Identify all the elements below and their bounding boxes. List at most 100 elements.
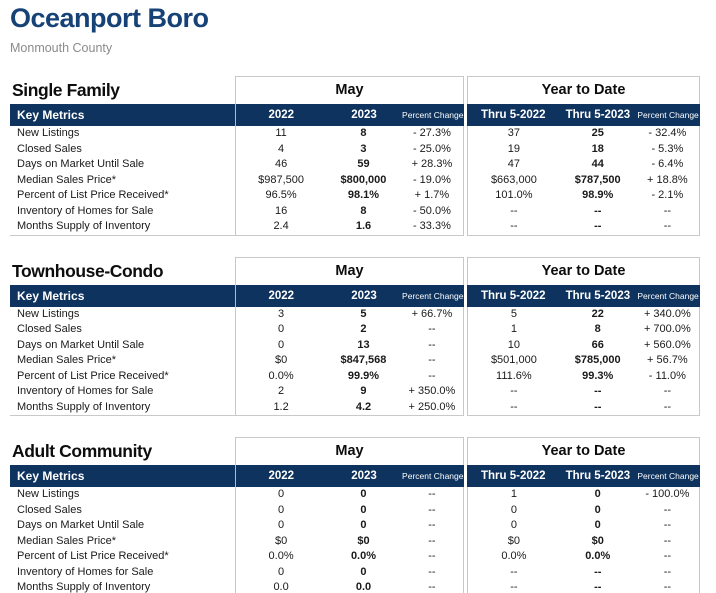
table-row-may: 16 8 - 50.0%: [236, 204, 463, 220]
ytd-2023-value: --: [594, 204, 602, 217]
table-body: New Listings Closed Sales Days on Market U…: [10, 306, 700, 416]
table-row-ytd: $663,000 $787,500 + 18.8%: [468, 173, 699, 189]
ytd-2022-value: 0: [510, 519, 517, 531]
table-row-ytd: 10 66 + 560.0%: [468, 338, 699, 354]
may-2022-value: 2: [278, 385, 285, 397]
may-2023-value: 0: [360, 503, 367, 516]
may-pct-change-value: --: [428, 581, 436, 593]
table-row-may: $987,500 $800,000 - 19.0%: [236, 173, 463, 189]
table-row-may: 0.0 0.0 --: [236, 580, 463, 593]
table-row-may: 0 2 --: [236, 322, 463, 338]
may-period-header: May: [235, 256, 464, 285]
ytd-2022-value: --: [510, 581, 518, 593]
metric-label: Days on Market Until Sale: [17, 338, 145, 351]
may-column-headers: 2022 2023 Percent Change: [235, 284, 464, 307]
metric-label: Percent of List Price Received*: [17, 189, 169, 201]
ytd-2022-value: 1: [510, 323, 517, 335]
key-metrics-label: Key Metrics: [10, 465, 235, 487]
ytd-2022-value: 10: [507, 338, 520, 351]
metric-label: New Listings: [17, 307, 80, 320]
ytd-2022-value: 111.6%: [496, 369, 532, 382]
table-row-ytd: -- -- --: [468, 219, 699, 235]
metric-label: Inventory of Homes for Sale: [17, 385, 154, 397]
column-gap: [464, 487, 467, 593]
may-2023-value: 0: [360, 565, 367, 578]
metric-label: Inventory of Homes for Sale: [17, 204, 154, 217]
table-title: Single Family: [12, 80, 120, 100]
section-header-band: Townhouse-Condo May Year to Date: [10, 256, 700, 285]
table-row-may: 4 3 - 25.0%: [236, 142, 463, 158]
market-table-adult-community: Adult Community May Year to Date Key Met…: [10, 437, 700, 593]
ytd-2023-value: 22: [591, 307, 604, 320]
may-2022-value: 0: [278, 565, 285, 578]
ytd-2023-value: --: [594, 581, 602, 593]
ytd-pct-change-value: --: [663, 503, 672, 516]
ytd-pct-change-header: Percent Change: [637, 290, 699, 301]
may-period-header: May: [235, 76, 464, 104]
ytd-2022-value: 0.0%: [501, 550, 527, 562]
table-row-may: 2.4 1.6 - 33.3%: [236, 219, 463, 235]
may-2022-value: 16: [274, 204, 288, 217]
ytd-period-header: Year to Date: [467, 437, 700, 465]
table-row-may: 0 0 --: [236, 487, 463, 503]
column-gap: [464, 284, 467, 307]
ytd-2022-header: Thru 5-2022: [480, 289, 546, 302]
ytd-2023-value: 0: [594, 503, 601, 516]
metric-label: Median Sales Price*: [17, 354, 117, 366]
table-row-ytd: 1 0 - 100.0%: [468, 487, 699, 503]
may-pct-change-value: --: [428, 338, 436, 351]
ytd-2022-header: Thru 5-2022: [480, 109, 546, 121]
column-gap: [464, 76, 467, 104]
table-row-may: 0 0 --: [236, 565, 463, 581]
table-row-ytd: 47 44 - 6.4%: [468, 157, 699, 173]
ytd-2023-value: 99.3%: [582, 369, 614, 382]
key-metrics-band: Key Metrics 2022 2023 Percent Change Thr…: [10, 465, 700, 487]
key-metrics-band: Key Metrics 2022 2023 Percent Change Thr…: [10, 104, 700, 126]
table-row-ytd: -- -- --: [468, 565, 699, 581]
section-header-band: Adult Community May Year to Date: [10, 437, 700, 465]
may-pct-change-value: --: [428, 369, 436, 382]
table-row-ytd: $501,000 $785,000 + 56.7%: [468, 353, 699, 369]
ytd-period-header: Year to Date: [467, 76, 700, 104]
ytd-2022-value: $0: [507, 534, 520, 547]
may-pct-change-header: Percent Change: [402, 471, 464, 481]
may-2023-value: 59: [357, 158, 370, 170]
ytd-2023-header: Thru 5-2023: [565, 289, 631, 302]
ytd-2023-value: --: [594, 400, 602, 413]
may-pct-change-header: Percent Change: [402, 290, 464, 301]
may-2023-value: 13: [357, 338, 370, 351]
table-row-ytd: 37 25 - 32.4%: [468, 126, 699, 142]
may-pct-change-value: - 33.3%: [412, 220, 451, 232]
ytd-2022-value: --: [510, 204, 518, 217]
table-row-may: 0.0% 99.9% --: [236, 369, 463, 385]
table-row-may: 0 13 --: [236, 338, 463, 354]
table-row-ytd: 111.6% 99.3% - 11.0%: [468, 369, 699, 385]
metric-label-column: New Listings Closed Sales Days on Market U…: [10, 126, 235, 236]
metric-label: Months Supply of Inventory: [17, 581, 151, 593]
may-2022-value: 46: [274, 158, 288, 170]
ytd-column-headers: Thru 5-2022 Thru 5-2023 Percent Change: [467, 465, 700, 487]
ytd-2022-value: 5: [510, 307, 517, 320]
may-pct-change-value: --: [428, 534, 436, 547]
table-body: New Listings Closed Sales Days on Market U…: [10, 126, 700, 236]
metric-label: Median Sales Price*: [17, 534, 117, 547]
ytd-pct-change-value: --: [663, 385, 672, 397]
ytd-2023-value: 66: [591, 338, 604, 351]
column-gap: [464, 126, 467, 236]
table-title: Townhouse-Condo: [12, 260, 164, 281]
metric-label: Median Sales Price*: [17, 173, 117, 186]
may-2023-header: 2023: [351, 109, 377, 121]
table-row-ytd: 1 8 + 700.0%: [468, 322, 699, 338]
market-table-single-family: Single Family May Year to Date Key Metri…: [10, 76, 700, 236]
ytd-pct-change-value: - 5.3%: [651, 142, 684, 155]
may-2023-value: 4.2: [355, 400, 372, 413]
table-row-may: 2 9 + 350.0%: [236, 384, 463, 400]
ytd-2023-value: 0: [594, 488, 601, 500]
ytd-2022-value: --: [510, 400, 518, 413]
may-2023-value: $847,568: [340, 354, 387, 366]
may-pct-change-value: + 66.7%: [411, 307, 453, 320]
metric-label: New Listings: [17, 488, 80, 500]
table-row-ytd: 101.0% 98.9% - 2.1%: [468, 188, 699, 204]
may-2022-value: 0: [278, 488, 285, 500]
column-gap: [464, 104, 467, 126]
